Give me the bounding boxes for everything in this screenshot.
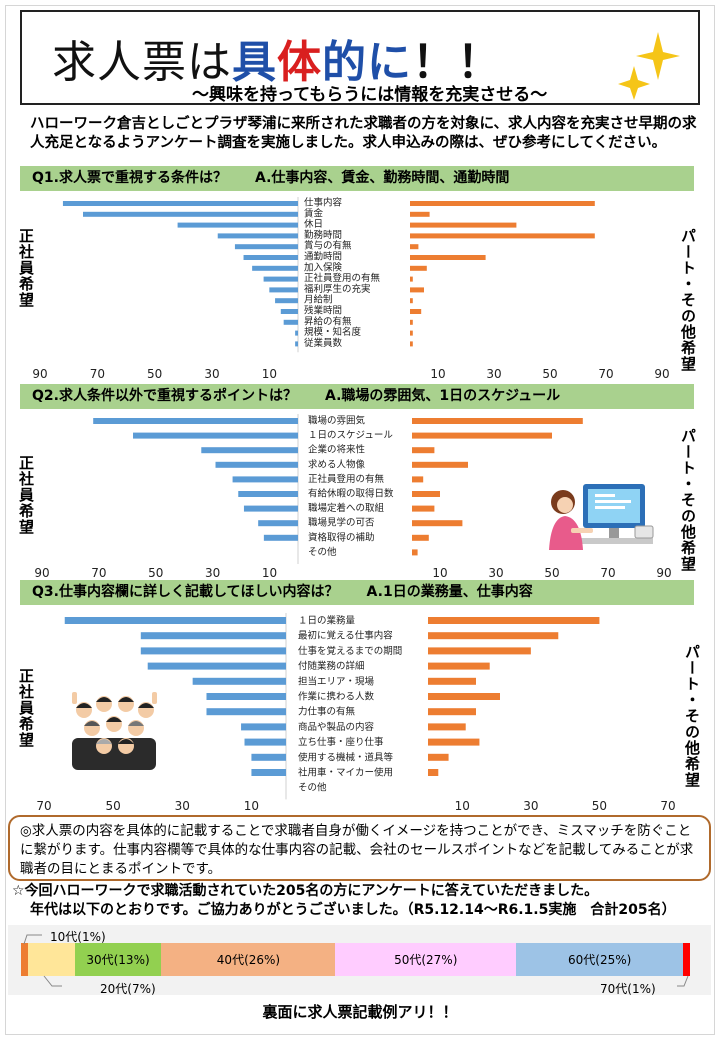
q3-left-label: 正社員希望 bbox=[17, 668, 35, 748]
age-segment: 50代(27%) bbox=[335, 943, 517, 976]
age-segment: 60代(25%) bbox=[516, 943, 684, 976]
age-segment bbox=[21, 943, 28, 976]
q2-question: Q2.求人条件以外で重視するポイントは？ bbox=[32, 388, 297, 404]
title-part: 的に bbox=[322, 37, 412, 88]
sparkle-icon bbox=[618, 32, 680, 100]
title-box: 求人票は具体的に！！ ～興味を持ってもらうには情報を充実させる～ bbox=[20, 10, 700, 105]
note-box: ◎求人票の内容を具体的に記載することで求職者自身が働くイメージを持つことができ、… bbox=[8, 815, 711, 881]
q3-right-label: パート・その他希望 bbox=[683, 644, 701, 788]
age-label-20s: 20代(7%) bbox=[100, 982, 156, 996]
q3-question: Q3.仕事内容欄に詳しく記載してほしい内容は？ bbox=[32, 584, 339, 600]
crowd-illustration bbox=[72, 692, 157, 770]
age-label-10s: 10代(1%) bbox=[50, 930, 106, 944]
intro-text: ハローワーク倉吉としごとプラザ琴浦に来所された求職者の方を対象に、求人内容を充実… bbox=[30, 116, 697, 151]
title-part: ！！ bbox=[412, 37, 502, 88]
age-segment bbox=[683, 943, 690, 976]
title-part: 具 bbox=[232, 37, 277, 88]
office-worker-illustration bbox=[549, 484, 654, 550]
title-part: 求人票は bbox=[52, 37, 232, 88]
age-distribution-bar: 30代(13%) 40代(26%) 50代(27%) 60代(25%) bbox=[21, 943, 690, 976]
page-subtitle: ～興味を持ってもらうには情報を充実させる～ bbox=[192, 85, 548, 105]
age-segment bbox=[27, 943, 75, 976]
age-segment: 40代(26%) bbox=[161, 943, 336, 976]
q3-band: Q3.仕事内容欄に詳しく記載してほしい内容は？ A.1日の業務量、仕事内容 bbox=[20, 580, 694, 605]
age-segment: 30代(13%) bbox=[74, 943, 162, 976]
q1-right-label: パート・その他希望 bbox=[679, 228, 697, 372]
footer-note: 裏面に求人票記載例アリ！！ bbox=[262, 1003, 458, 1021]
q2-left-label: 正社員希望 bbox=[17, 455, 35, 535]
q2-band: Q2.求人条件以外で重視するポイントは？ A.職場の雰囲気、1日のスケジュール bbox=[20, 384, 694, 409]
flyer-frame bbox=[5, 5, 715, 1035]
survey-line-2: 年代は以下のとおりです。ご協力ありがとうございました。（R5.12.14～R6.… bbox=[30, 902, 676, 918]
title-part: 体 bbox=[277, 37, 322, 88]
page-title: 求人票は具体的に！！ bbox=[52, 26, 502, 90]
q1-left-label: 正社員希望 bbox=[17, 228, 35, 308]
q2-answer: A.職場の雰囲気、1日のスケジュール bbox=[324, 388, 561, 404]
q1-answer: A.仕事内容、賃金、勤務時間、通勤時間 bbox=[254, 170, 510, 186]
q1-question: Q1.求人票で重視する条件は？ bbox=[32, 170, 227, 186]
q1-band: Q1.求人票で重視する条件は？ A.仕事内容、賃金、勤務時間、通勤時間 bbox=[20, 166, 694, 191]
q3-answer: A.1日の業務量、仕事内容 bbox=[366, 584, 533, 600]
survey-info: ☆今回ハローワークで求職活動されていた205名の方にアンケートに答えていただきま… bbox=[12, 882, 676, 920]
q2-right-label: パート・その他希望 bbox=[679, 428, 697, 572]
age-label-70s: 70代(1%) bbox=[600, 982, 656, 996]
survey-line-1: ☆今回ハローワークで求職活動されていた205名の方にアンケートに答えていただきま… bbox=[12, 883, 599, 899]
